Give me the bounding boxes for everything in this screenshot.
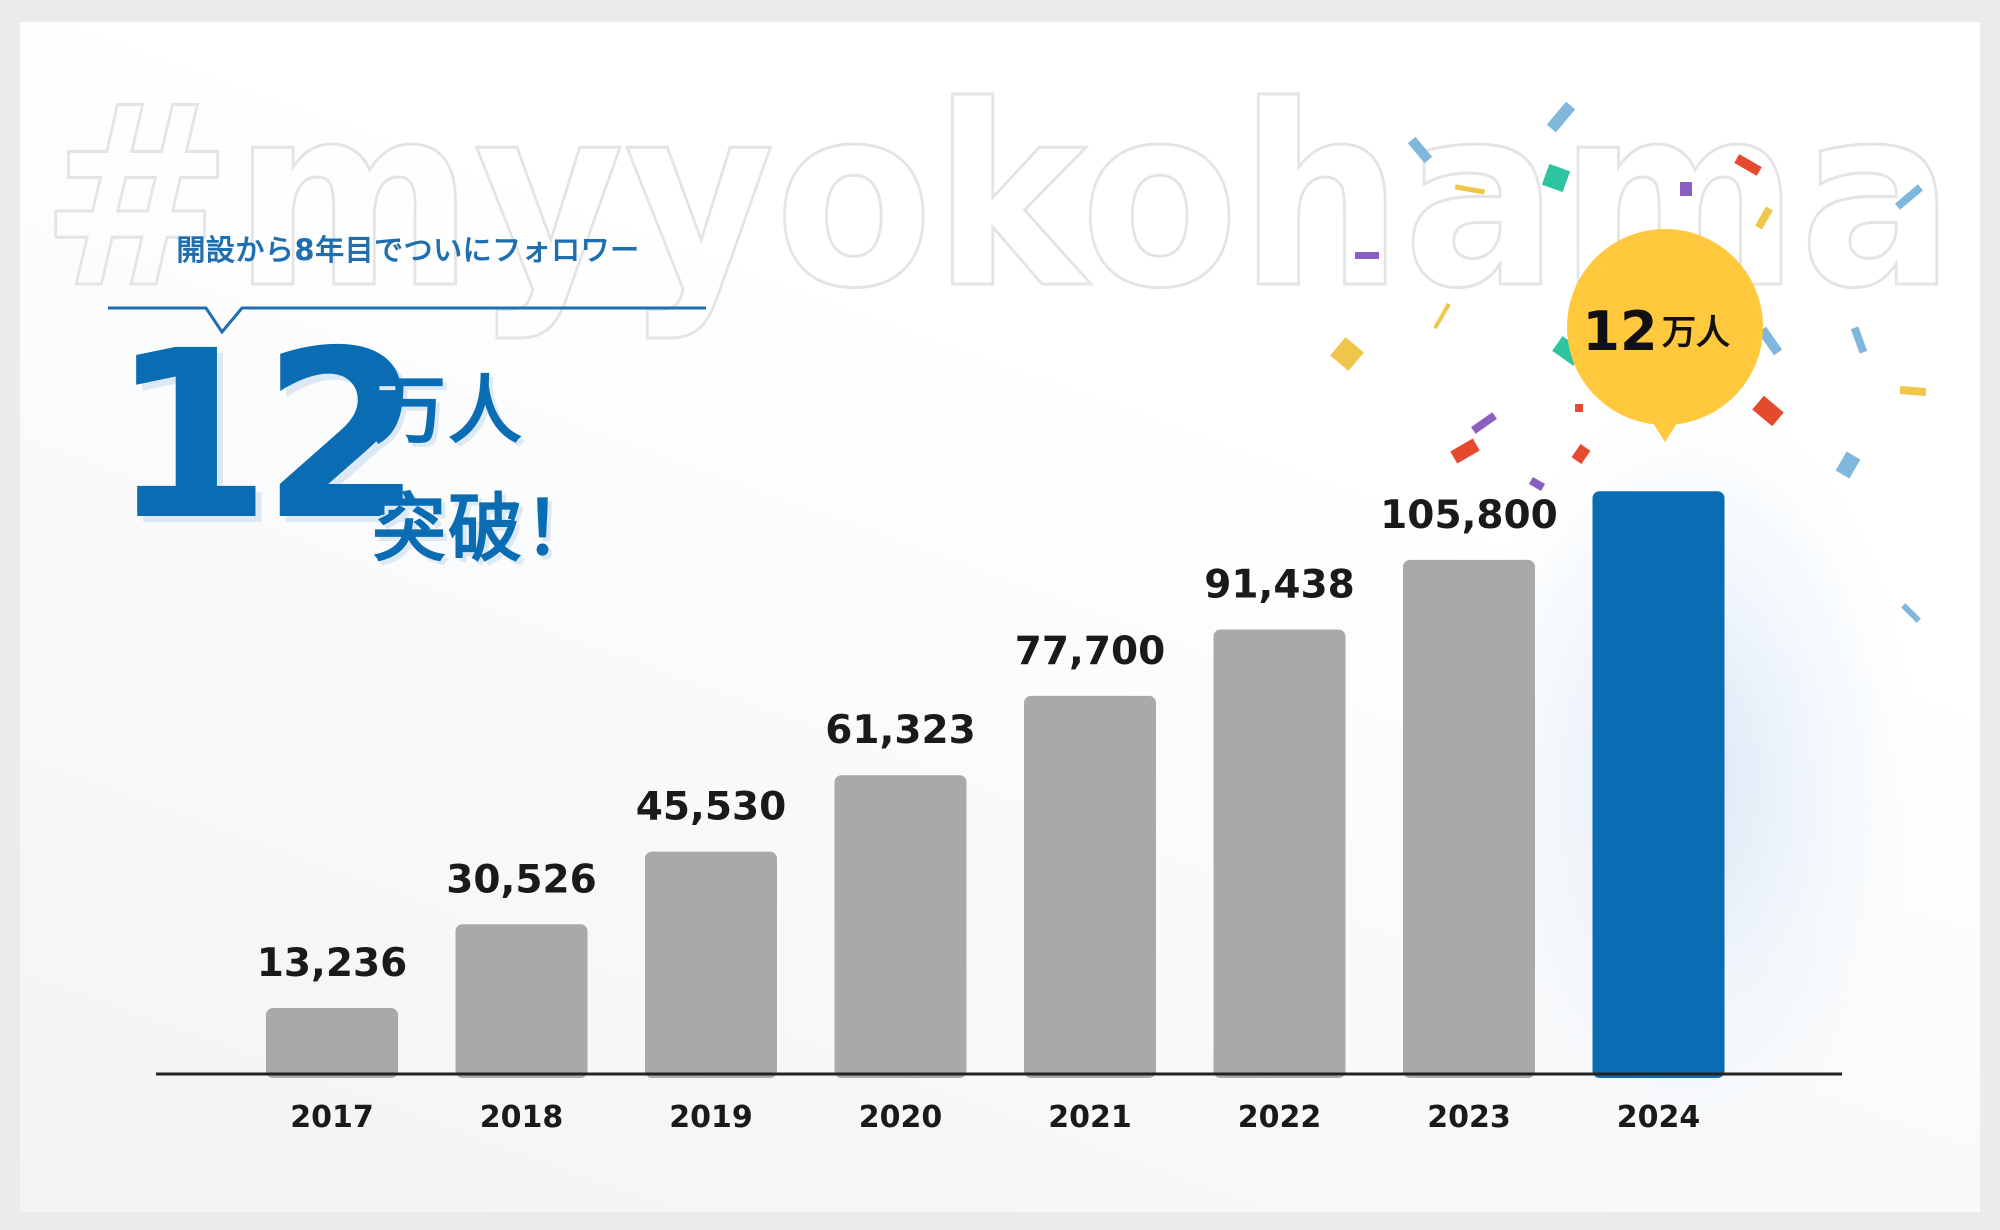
year-label-2021: 2021 xyxy=(1048,1100,1132,1135)
badge-unit: 万人 xyxy=(1662,313,1730,353)
bar-2019 xyxy=(645,851,777,1078)
infographic-card: #myyokohama 開設から8年目でついにフォロワー 12 万人 突破！ xyxy=(20,22,1980,1212)
value-label-2018: 30,526 xyxy=(446,857,597,902)
headline-tagline: 開設から8年目でついにフォロワー xyxy=(176,233,640,267)
bar-2017 xyxy=(266,1007,398,1078)
value-label-2021: 77,700 xyxy=(1015,629,1166,674)
bar-2018 xyxy=(455,924,588,1078)
confetti-decoration xyxy=(1330,101,1927,623)
year-labels-group: 2017 2018 2019 2020 2021 2022 2023 2024 xyxy=(290,1100,1700,1135)
bar-2020 xyxy=(834,775,967,1078)
badge-pointer xyxy=(1651,420,1679,442)
headline-unit: 万人 xyxy=(372,368,524,454)
value-label-2017: 13,236 xyxy=(257,941,408,986)
year-label-2023: 2023 xyxy=(1427,1100,1511,1135)
value-label-2020: 61,323 xyxy=(825,708,976,753)
value-labels-group: 13,236 30,526 45,530 61,323 77,700 91,438 105,… xyxy=(257,493,1558,986)
value-label-2022: 91,438 xyxy=(1204,562,1355,607)
headline-breakthrough: 突破！ xyxy=(372,486,600,572)
headline-number: 12 xyxy=(110,301,423,571)
badge-circle xyxy=(1567,229,1763,425)
year-label-2019: 2019 xyxy=(669,1100,753,1135)
followers-bar-chart: 13,236 30,526 45,530 61,323 77,700 91,438 105,… xyxy=(156,101,1927,1135)
speech-underline xyxy=(108,306,706,335)
value-label-2023: 105,800 xyxy=(1380,493,1558,538)
year-label-2017: 2017 xyxy=(290,1100,374,1135)
value-label-2019: 45,530 xyxy=(636,785,787,830)
bar-2023 xyxy=(1403,559,1535,1078)
badge-number: 12 xyxy=(1582,300,1657,363)
year-label-2024: 2024 xyxy=(1617,1100,1701,1135)
milestone-badge: 12 万人 xyxy=(1567,229,1763,442)
bars-group xyxy=(266,491,1725,1078)
bar-2022 xyxy=(1213,629,1346,1078)
year-label-2020: 2020 xyxy=(859,1100,943,1135)
year-label-2018: 2018 xyxy=(480,1100,564,1135)
bar-2021 xyxy=(1024,695,1156,1078)
bar-2024 xyxy=(1592,491,1725,1078)
year-label-2022: 2022 xyxy=(1238,1100,1322,1135)
